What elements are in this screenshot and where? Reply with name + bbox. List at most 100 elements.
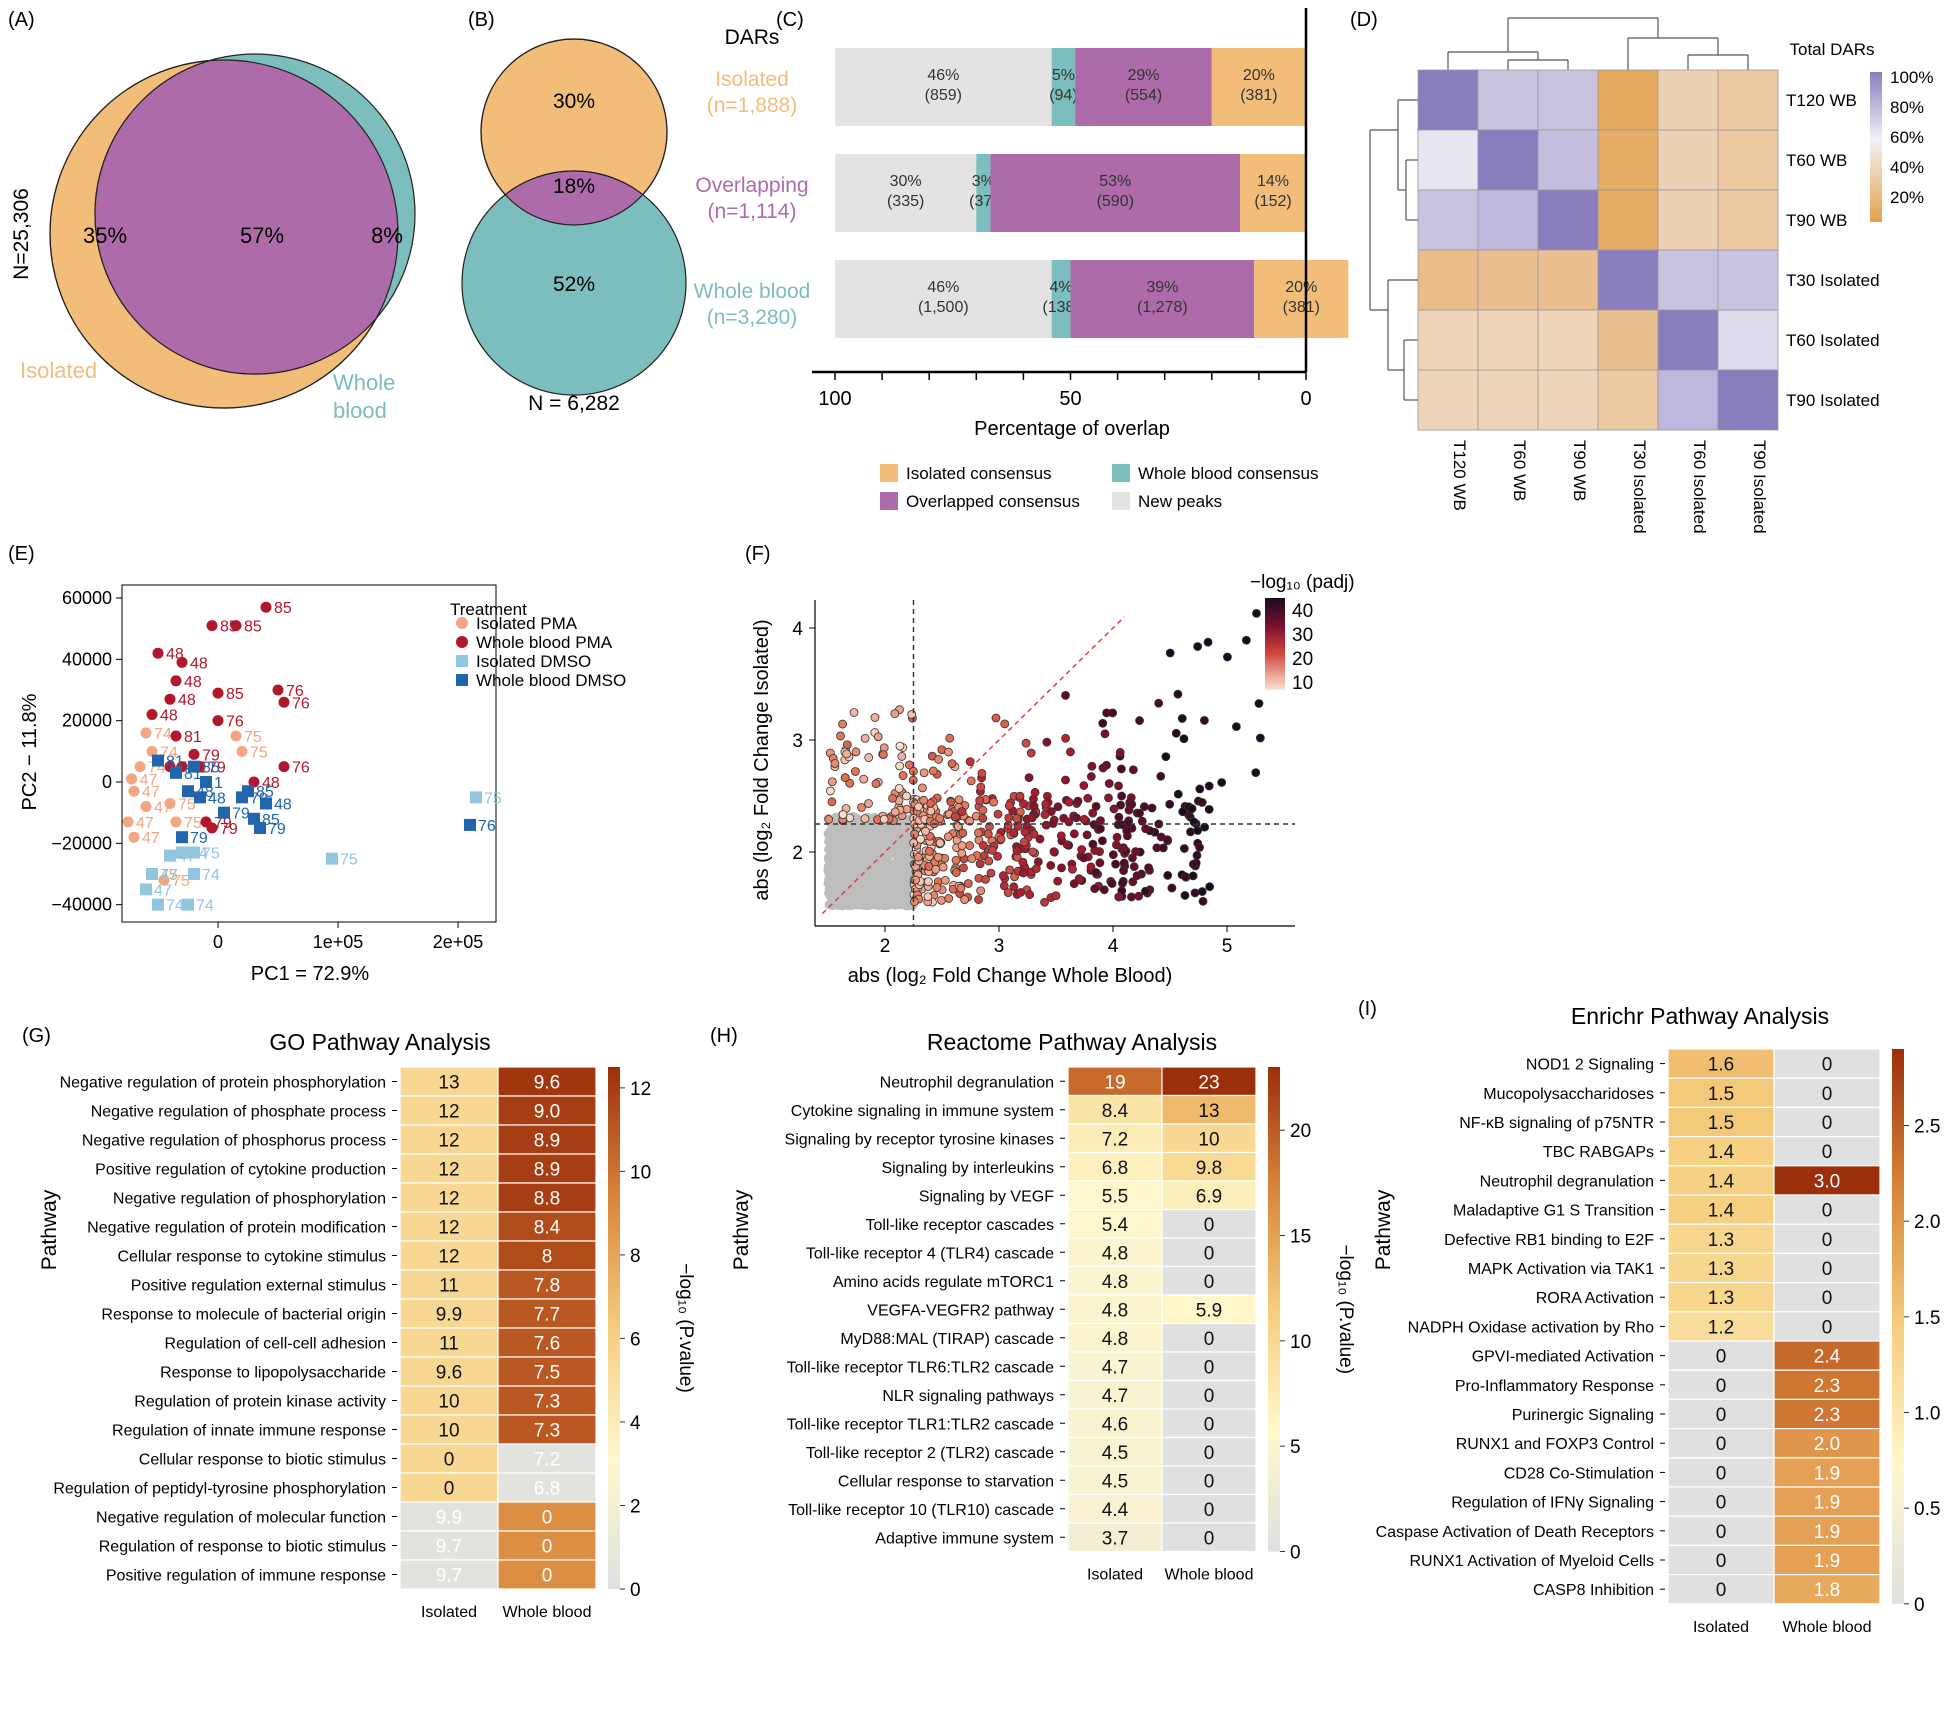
pathway-label: NOD1 2 Signaling [1526,1057,1654,1074]
point-label: 79 [232,806,250,823]
point-pma_iso [146,745,158,757]
pathway-label: Regulation of peptidyl-tyrosine phosphor… [53,1481,386,1498]
point-sig [1077,845,1087,854]
point-sig [981,874,990,884]
point-label: 81 [166,754,184,771]
point-nonsig [864,858,874,868]
row-label: T90 WB [1786,211,1847,230]
pathway-label: NADPH Oxidase activation by Rho [1408,1319,1654,1336]
x-tick-label: 0 [1300,388,1311,410]
heat-cell [1161,1180,1257,1211]
heatmap-cell [1597,249,1659,311]
panel-c-x-axis: 100 50 0 [812,370,1312,410]
venn-a-overlap-pct: 57% [240,223,284,248]
panel-e-points: 7474474747477575757574747575474848484848… [122,600,502,915]
bar-pct-label: 20% [1285,279,1317,296]
point-both [1171,728,1181,738]
point-both [1026,748,1036,758]
category-n: (n=3,280) [707,306,797,329]
point-label: 47 [154,800,172,817]
point-sig [1099,885,1109,895]
heat-value: 0 [1716,1347,1727,1368]
heat-value: 0 [1204,1443,1215,1464]
point-dmso_wb [200,776,212,788]
panel-h: (H) Reactome Pathway Analysis Pathway Ne… [710,1025,1356,1584]
heat-value: 10 [438,1392,459,1413]
heatmap-cell [1477,129,1539,191]
point-nonsig [823,861,833,871]
point-pma_iso [236,745,248,757]
point-iso-only [860,814,870,823]
legend-label: New peaks [1138,492,1222,511]
heat-cell [1067,1294,1163,1325]
heat-value: 0 [1204,1414,1215,1435]
point-sig [1083,793,1093,803]
point-iso-only [849,708,859,717]
x-tick-label: 1e+05 [313,932,364,952]
legend-tick: 40% [1890,158,1924,177]
bar-count-label: (138) [1042,299,1079,316]
point-nonsig [893,871,903,881]
point-pma_wb [164,693,176,705]
point-iso-only [873,732,883,742]
heat-cell [497,1182,597,1213]
point-pma_wb [212,715,224,727]
point-nonsig [845,842,855,852]
heatmap-cell [1417,369,1479,431]
point-pma_iso [122,816,134,828]
point-label: 47 [142,830,160,847]
point-sig [944,894,954,903]
heat-value: 4.8 [1102,1243,1128,1264]
panel-g: (G) GO Pathway Analysis Pathway Negative… [22,1025,696,1621]
point-dmso_iso [470,791,482,804]
point-label: 48 [208,790,226,807]
point-sig [1178,807,1188,817]
point-pma_iso [128,831,140,843]
point-both [1255,733,1265,743]
heat-cell [1161,1322,1257,1353]
point-label: 74 [196,898,214,915]
point-sig [984,856,994,866]
point-sig [1015,791,1025,801]
point-sig [910,829,920,839]
pathway-label: Toll-like receptor TLR6:TLR2 cascade [787,1359,1054,1376]
pathway-label: Negative regulation of protein modificat… [87,1220,386,1237]
heat-value: 1.9 [1814,1463,1840,1484]
point-iso-only [842,740,852,750]
bar-pct-label: 3% [972,173,995,190]
bar-wb-0 [1051,48,1076,126]
venn-a-isolated-label: Isolated [20,358,97,383]
colorbar [1892,1049,1904,1604]
heatmap-cell [1657,309,1719,371]
panel-c-category-labels: Isolated (n=1,888) Overlapping (n=1,114) Who… [694,68,811,329]
panel-e-x-label: PC1 = 72.9% [251,963,370,985]
bar-pct-label: 30% [890,173,922,190]
colorbar-tick: 10 [1292,673,1313,694]
y-tick-label: 4 [792,619,803,640]
point-label: 81 [184,729,202,746]
point-both [1241,635,1251,645]
legend-swatch-iso [880,464,898,482]
point-sig [935,814,945,823]
heat-value: 12 [438,1160,459,1181]
point-pma_wb [260,601,272,613]
panel-h-title: Reactome Pathway Analysis [927,1029,1217,1055]
point-sig [1134,891,1144,901]
heat-cell [1773,1398,1881,1430]
point-both [928,766,938,776]
point-label: 47 [136,815,154,832]
point-sig [967,854,977,864]
point-sig [911,875,920,885]
pathway-label: Mucopolysaccharidoses [1483,1086,1654,1103]
point-nonsig [847,868,857,878]
point-nonsig [855,846,865,856]
point-both [1127,799,1137,809]
venn-a-total-label: N=25,306 [10,188,33,280]
point-both [1030,787,1040,797]
point-pma_wb [176,656,188,668]
col-label: T90 Isolated [1750,440,1769,534]
colorbar-tick-label: 0.5 [1914,1499,1940,1520]
point-both [1061,733,1070,743]
point-label: 85 [244,619,262,636]
point-sig [931,865,941,874]
